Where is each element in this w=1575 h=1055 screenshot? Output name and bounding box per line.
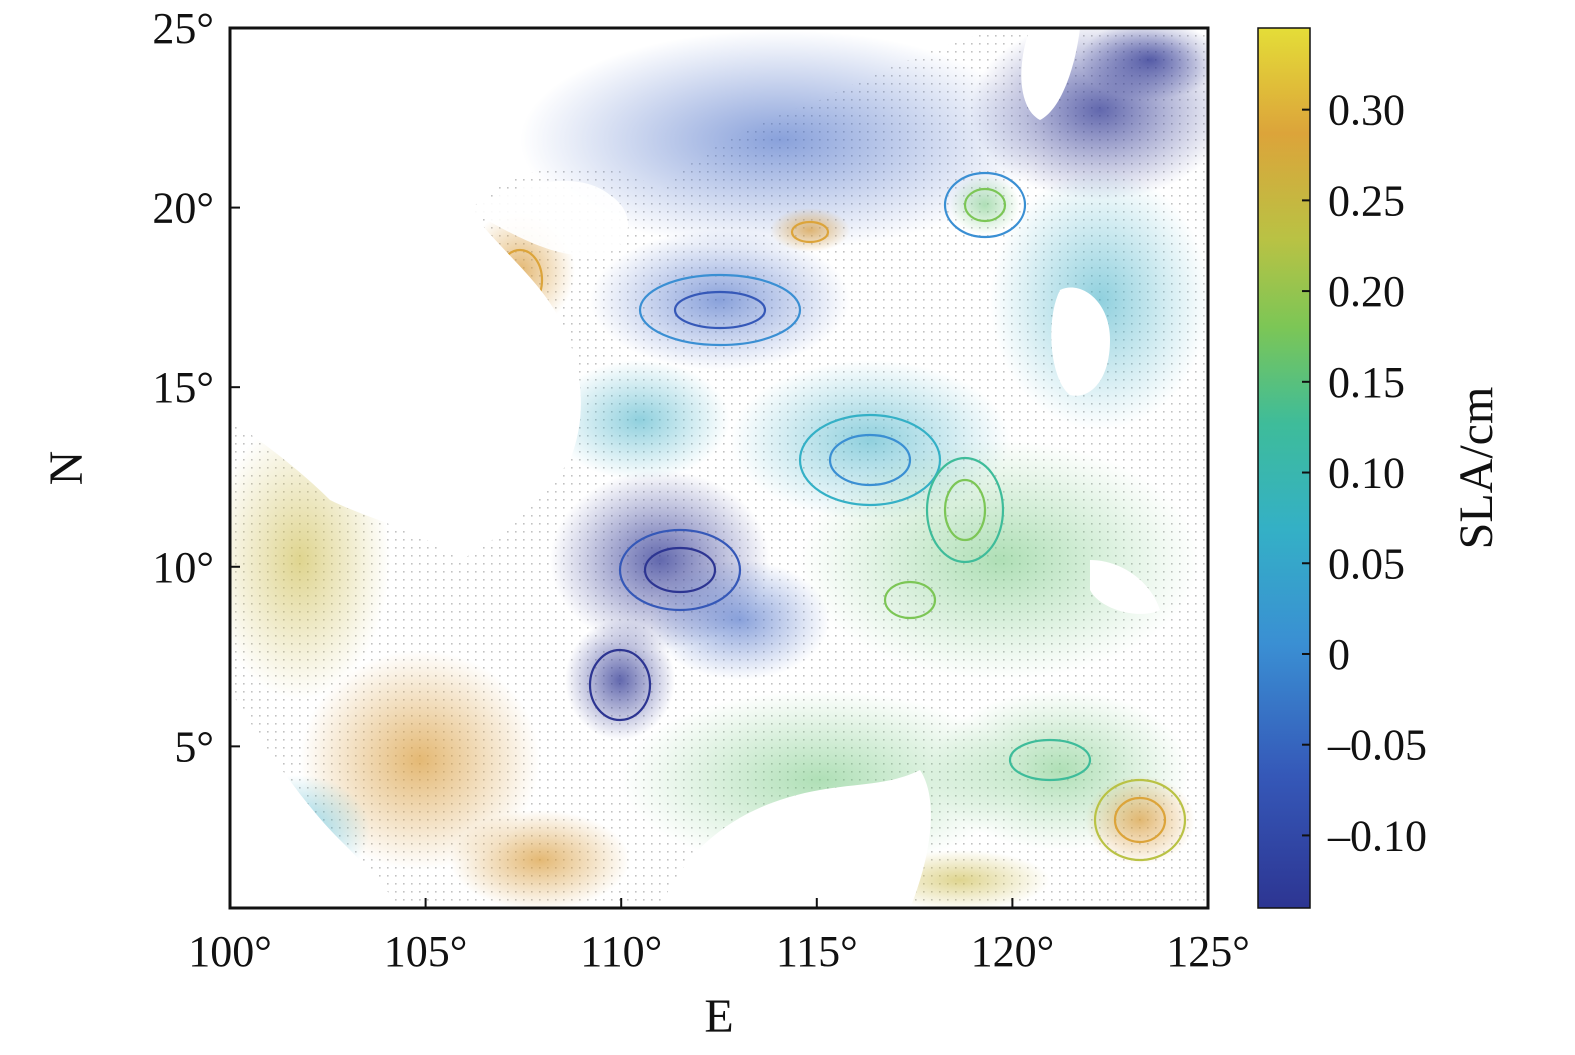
- y-tick-label: 10°: [152, 543, 214, 592]
- x-tick-label: 100°: [188, 927, 272, 976]
- x-tick-label: 115°: [776, 927, 858, 976]
- colorbar-gradient: [1257, 27, 1311, 909]
- x-tick-label: 120°: [971, 927, 1055, 976]
- colorbar-tick-label: 0.30: [1328, 86, 1405, 135]
- y-tick-label: 15°: [152, 363, 214, 412]
- colorbar-tick-label: 0.20: [1328, 267, 1405, 316]
- colorbar-tick-label: 0.05: [1328, 539, 1405, 588]
- x-axis-ticks: 100° 105° 110° 115° 120° 125°: [188, 898, 1250, 976]
- y-tick-label: 20°: [152, 184, 214, 233]
- colorbar-tick-label: –0.10: [1327, 811, 1427, 860]
- colorbar-tick-label: –0.05: [1327, 721, 1427, 770]
- colorbar-tick-label: 0.10: [1328, 449, 1405, 498]
- colorbar-tick-label: 0: [1328, 630, 1350, 679]
- y-tick-label: 25°: [152, 4, 214, 53]
- x-tick-label: 125°: [1166, 927, 1250, 976]
- x-tick-label: 105°: [384, 927, 468, 976]
- map-plot-area: [230, 28, 1208, 908]
- x-axis-title: E: [704, 990, 733, 1043]
- colorbar-tick-label: 0.15: [1328, 358, 1405, 407]
- colorbar-label: SLA/cm: [1450, 387, 1503, 550]
- landmass-group: [230, 28, 1160, 908]
- y-axis-title: N: [40, 451, 93, 486]
- colorbar-tick-label: 0.25: [1328, 176, 1405, 225]
- x-tick-label: 110°: [580, 927, 662, 976]
- colorbar-ticks: 0.30 0.25 0.20 0.15 0.10 0.05 0 –0.05 –0.10: [1302, 86, 1427, 860]
- colorbar: 0.30 0.25 0.20 0.15 0.10 0.05 0 –0.05 –0.10 SLA/…: [1257, 27, 1503, 909]
- y-axis-ticks: 5° 10° 15° 20° 25°: [152, 4, 240, 771]
- plot-frame: [228, 26, 1210, 910]
- y-tick-label: 5°: [174, 722, 214, 771]
